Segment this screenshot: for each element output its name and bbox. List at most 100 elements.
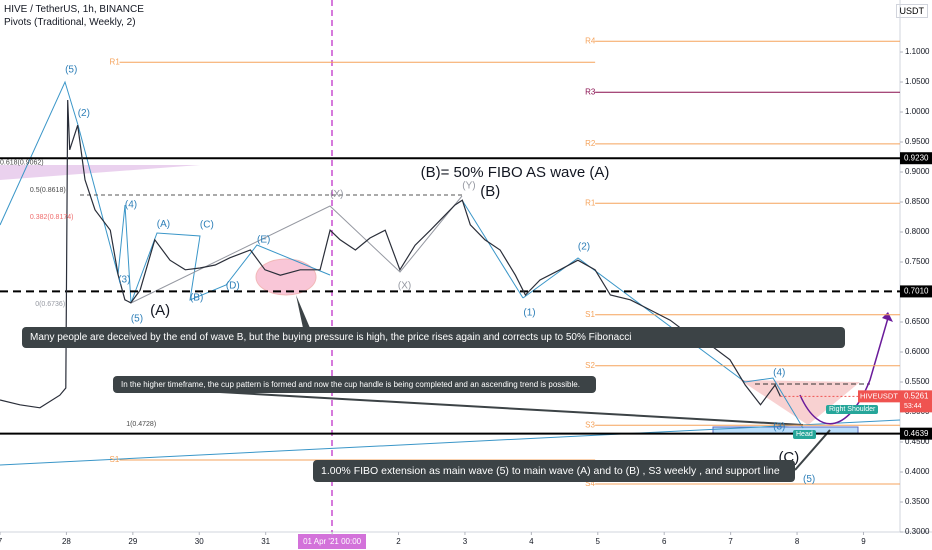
support-line bbox=[0, 419, 901, 466]
x-tick-label: 28 bbox=[62, 537, 71, 546]
wave-label: 0.618(0.9062) bbox=[0, 159, 44, 166]
wave-label: (4) bbox=[773, 368, 785, 379]
level-label: 0.4639 bbox=[904, 429, 929, 438]
xy-lines bbox=[80, 194, 463, 304]
fib-zone bbox=[0, 165, 200, 180]
wave-label: (X) bbox=[398, 281, 411, 292]
y-tick-label: 0.5500 bbox=[905, 377, 930, 386]
y-tick-label: 0.9500 bbox=[905, 137, 930, 146]
x-tick-label: 30 bbox=[195, 537, 204, 546]
price-line bbox=[0, 99, 781, 409]
note: 1.00% FIBO extension as main wave (5) to… bbox=[313, 460, 795, 482]
wave-label: (2) bbox=[78, 108, 90, 119]
level-label: 0.9230 bbox=[904, 153, 929, 162]
x-tick-label: 2 bbox=[396, 537, 401, 546]
x-tick-label: 4 bbox=[529, 537, 534, 546]
wave-label: (4) bbox=[125, 200, 137, 211]
wave-path bbox=[461, 199, 524, 299]
y-tick-label: 0.7500 bbox=[905, 257, 930, 266]
wave-label: (5) bbox=[131, 314, 143, 325]
x-tick-label: 29 bbox=[128, 537, 137, 546]
x-tick-label: 6 bbox=[662, 537, 667, 546]
pivot-label: S3 bbox=[585, 420, 595, 429]
level-tag bbox=[900, 427, 932, 440]
wave-label: (3) bbox=[773, 422, 785, 433]
pattern-label: Right Shoulder bbox=[826, 405, 879, 414]
y-tick-label: 0.3000 bbox=[905, 527, 930, 536]
wave-label: (E) bbox=[257, 234, 270, 245]
wave-path bbox=[130, 195, 463, 304]
wave-label: (B) bbox=[480, 183, 500, 200]
y-tick-label: 0.8000 bbox=[905, 227, 930, 236]
x-tick-label: 3 bbox=[463, 537, 468, 546]
x-tick-label: 9 bbox=[861, 537, 866, 546]
pivot-label: R1 bbox=[110, 57, 121, 66]
wave-label: (B) bbox=[190, 293, 203, 304]
symbol-title: HIVE / TetherUS, 1h, BINANCE bbox=[4, 4, 144, 15]
price-tag bbox=[900, 390, 932, 413]
wave-label: (X) bbox=[330, 189, 343, 200]
wave-label: (2) bbox=[578, 242, 590, 253]
plot-area bbox=[0, 0, 900, 532]
wave-label: (A) bbox=[150, 302, 170, 319]
symbol-tag-label: HIVEUSDT bbox=[860, 391, 898, 400]
y-tick-label: 0.6500 bbox=[905, 317, 930, 326]
pattern-label: Head bbox=[793, 430, 816, 439]
pivot-label: S4 bbox=[585, 479, 595, 488]
wave-label: (D) bbox=[226, 281, 240, 292]
highlight-ellipse bbox=[255, 258, 317, 296]
callout-pointer bbox=[794, 429, 831, 471]
wave-label: (C) bbox=[200, 219, 214, 230]
indicator-title: Pivots (Traditional, Weekly, 2) bbox=[4, 17, 136, 28]
level-tag bbox=[900, 152, 932, 165]
level-tag bbox=[900, 285, 932, 298]
level-label: 0.7010 bbox=[904, 287, 929, 296]
price-timer: 53:44 bbox=[904, 403, 922, 410]
y-tick-label: 0.9000 bbox=[905, 167, 930, 176]
pivot-label: R4 bbox=[585, 36, 596, 45]
pivot-label: R3 bbox=[585, 87, 596, 96]
y-tick-label: 0.6000 bbox=[905, 347, 930, 356]
forecast-arrow bbox=[799, 317, 889, 425]
callout-pointer bbox=[296, 295, 310, 328]
wave-label: 0.382(0.8174) bbox=[30, 214, 74, 221]
wave-path bbox=[522, 257, 804, 429]
y-tick-label: 1.0000 bbox=[905, 107, 930, 116]
symbol-tag bbox=[858, 390, 900, 403]
wave-lines bbox=[0, 80, 901, 466]
x-tick-label: 7 bbox=[0, 537, 3, 546]
date-highlight bbox=[298, 534, 366, 549]
wave-label: (Y) bbox=[462, 180, 475, 191]
pivot-label: S1 bbox=[585, 310, 595, 319]
pivot-label: S1 bbox=[110, 455, 120, 464]
y-tick-label: 1.1000 bbox=[905, 47, 930, 56]
wave-label: 0.5(0.8618) bbox=[30, 187, 66, 194]
wave-label: (1) bbox=[523, 308, 535, 319]
y-tick-label: 0.3500 bbox=[905, 497, 930, 506]
wave-path bbox=[0, 80, 331, 304]
forecast-arrowhead bbox=[882, 312, 893, 322]
x-tick-label: 01 Apr '21 00:00 bbox=[303, 537, 362, 546]
wave-label: (5) bbox=[803, 474, 815, 485]
wave-label: 1(0.4728) bbox=[126, 421, 156, 428]
y-tick-label: 0.4000 bbox=[905, 467, 930, 476]
currency[interactable]: USDT bbox=[895, 4, 928, 18]
x-tick-label: 5 bbox=[596, 537, 601, 546]
x-tick-label: 8 bbox=[795, 537, 800, 546]
pivot-label: R2 bbox=[585, 139, 596, 148]
pivot-label: S2 bbox=[585, 361, 595, 370]
y-tick-label: 0.8500 bbox=[905, 197, 930, 206]
wave-label: (5) bbox=[65, 65, 77, 76]
note: In the higher timeframe, the cup pattern… bbox=[113, 376, 596, 393]
wave-label: (3) bbox=[118, 275, 130, 286]
price-tag-label: 0.5261 bbox=[904, 391, 929, 400]
x-tick-label: 7 bbox=[728, 537, 733, 546]
note: Many people are deceived by the end of w… bbox=[22, 327, 845, 348]
y-tick-label: 1.0500 bbox=[905, 77, 930, 86]
wave-label: (A) bbox=[157, 219, 170, 230]
wave-label: 0(0.6736) bbox=[35, 301, 65, 308]
x-tick-label: 31 bbox=[261, 537, 270, 546]
chart-title: (B)= 50% FIBO AS wave (A) bbox=[421, 164, 610, 181]
